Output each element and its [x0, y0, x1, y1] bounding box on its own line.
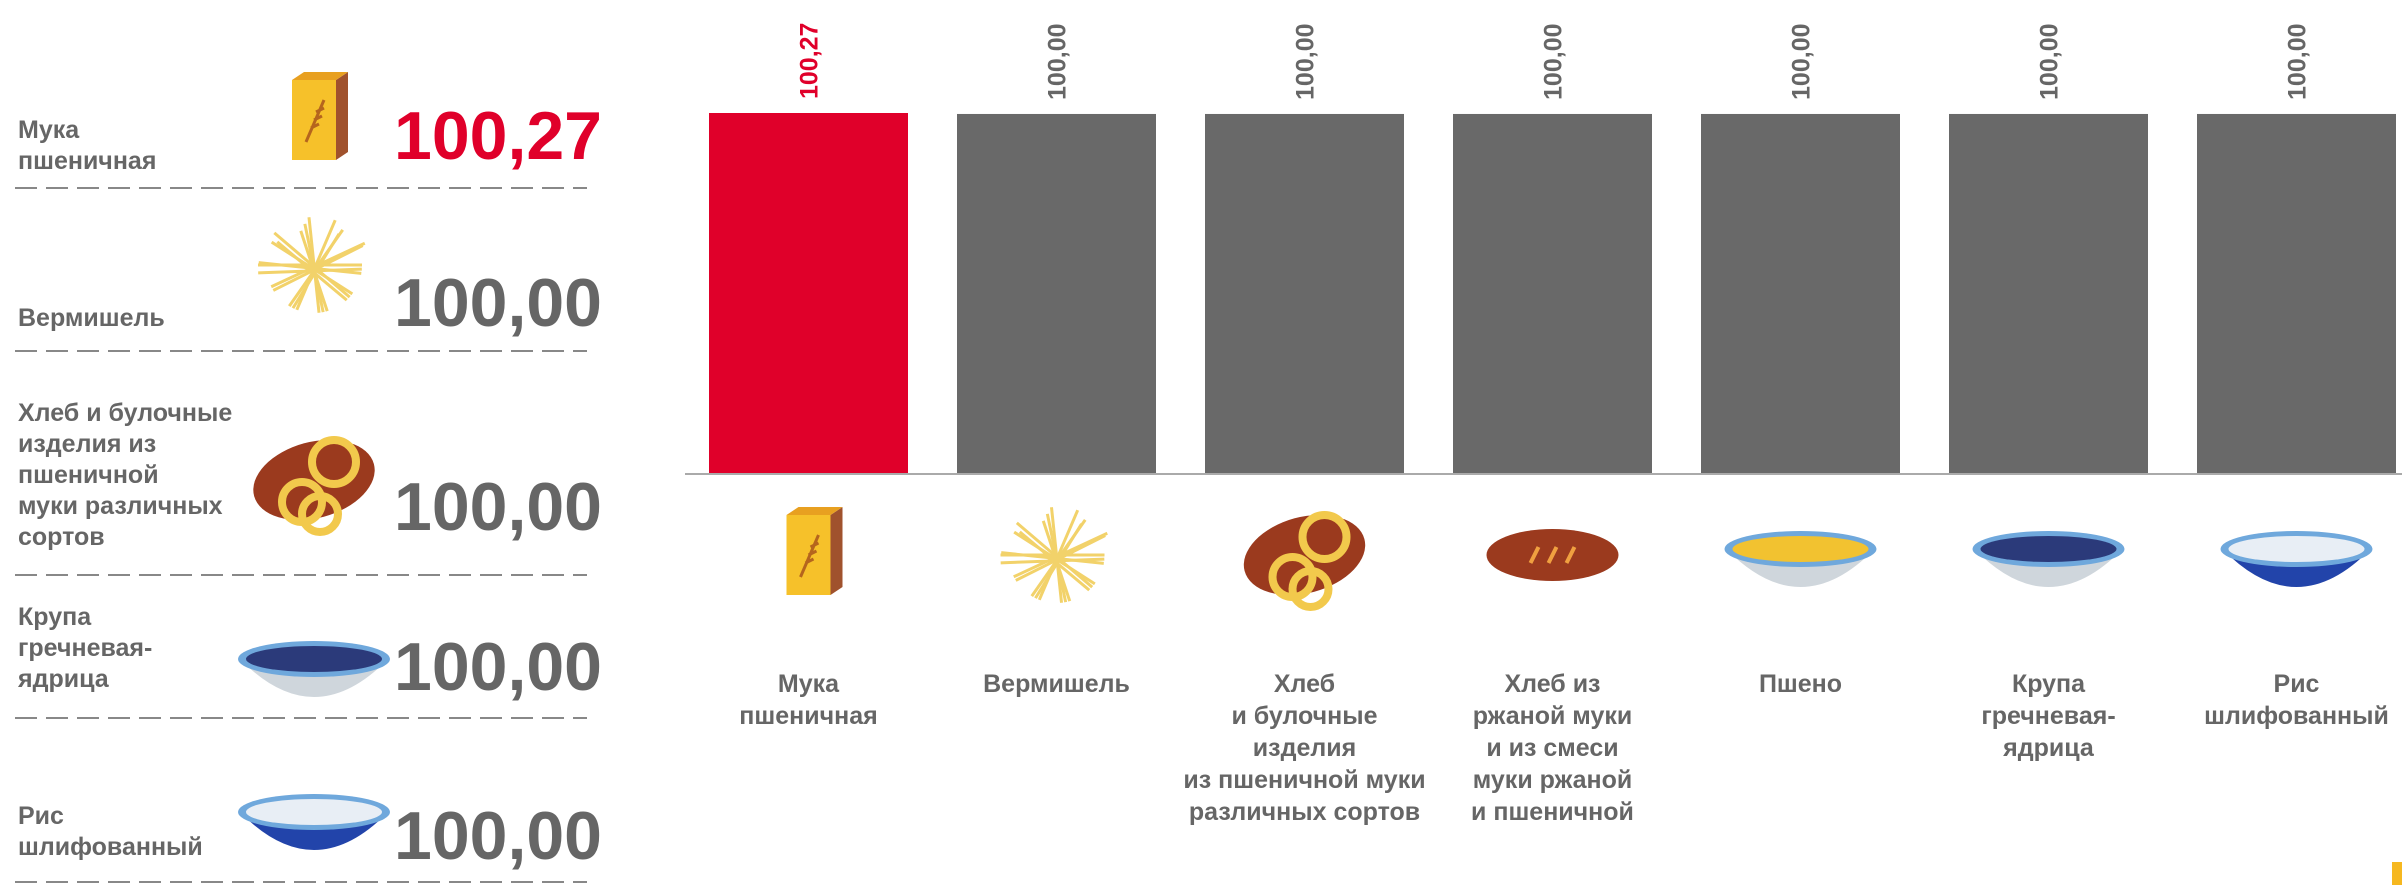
value-label: 100,00 — [1540, 24, 1568, 100]
category-label: Хлеб из ржаной муки и из смеси муки ржаной и… — [1471, 670, 1634, 826]
bagel — [1288, 567, 1333, 611]
icon — [1724, 531, 1877, 587]
grain — [2228, 536, 2365, 562]
summary-value: 100,27 — [394, 98, 602, 174]
summary-value: 100,00 — [394, 469, 602, 545]
icon — [2220, 531, 2373, 587]
summary-value: 100,00 — [394, 629, 602, 705]
summary-label: Вермишель — [18, 304, 165, 332]
summary-label: Хлеб и булочные изделия из пшеничной муки р… — [18, 399, 232, 551]
summary-value: 100,00 — [394, 798, 602, 874]
box-top — [292, 72, 348, 80]
icon — [292, 72, 348, 160]
bar — [1205, 113, 1404, 473]
value-label: 100,00 — [2284, 24, 2312, 100]
icon — [1972, 531, 2125, 587]
value-label: 100,00 — [1292, 24, 1320, 100]
summary-label: Крупа гречневая-ядрица — [17, 603, 152, 693]
icon — [253, 436, 375, 536]
category-label: Вермишель — [983, 670, 1130, 698]
wheat — [304, 99, 326, 143]
icon — [238, 641, 390, 697]
value-label: 100,00 — [2036, 24, 2064, 100]
category-label: Пшено — [1759, 670, 1842, 698]
category-label: Крупа гречневая-ядрица — [1981, 670, 2115, 762]
bagel — [1298, 511, 1351, 563]
category-label: Хлеб и булочные изделия из пшеничной муки ра… — [1183, 670, 1425, 826]
summary-label: Рис шлифованный — [18, 802, 203, 861]
bar — [709, 113, 908, 473]
summary-value: 100,00 — [394, 265, 602, 341]
bar — [1701, 113, 1900, 473]
box-side — [830, 507, 843, 595]
noodle — [1018, 530, 1091, 592]
grain — [246, 646, 382, 672]
bagel — [308, 436, 360, 488]
icon — [1486, 529, 1619, 581]
box-side — [336, 72, 348, 160]
category-label: Мука пшеничная — [739, 670, 877, 730]
bar — [1949, 113, 2148, 473]
box-top — [786, 507, 843, 515]
grain — [1732, 536, 1869, 562]
icon — [258, 217, 366, 313]
noodle — [1049, 507, 1064, 603]
noodle — [1030, 518, 1087, 598]
icon — [1243, 511, 1366, 611]
noodle — [307, 217, 321, 313]
grain — [246, 799, 382, 825]
value-label: 100,00 — [1788, 24, 1816, 100]
cuts — [1528, 546, 1577, 564]
icon — [1000, 507, 1108, 603]
summary-label: Мука пшеничная — [18, 116, 156, 175]
bagel — [298, 492, 342, 536]
noodle — [276, 240, 348, 302]
icon — [786, 507, 843, 595]
category-label: Рис шлифованный — [2204, 670, 2389, 730]
grain — [1980, 536, 2117, 562]
bar — [2197, 113, 2396, 473]
value-label: 100,00 — [1044, 24, 1072, 100]
corner-mark — [2392, 862, 2402, 885]
value-label: 100,27 — [796, 23, 824, 99]
noodle — [288, 228, 344, 308]
icon — [238, 794, 390, 850]
bar — [957, 113, 1156, 473]
wheat — [799, 534, 820, 578]
bar — [1453, 113, 1652, 473]
